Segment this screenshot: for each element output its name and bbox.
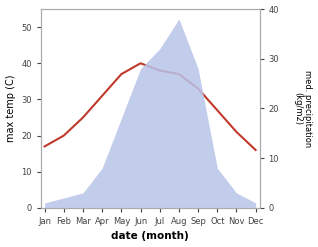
X-axis label: date (month): date (month) xyxy=(111,231,189,242)
Y-axis label: med. precipitation
(kg/m2): med. precipitation (kg/m2) xyxy=(293,70,313,147)
Y-axis label: max temp (C): max temp (C) xyxy=(5,75,16,142)
